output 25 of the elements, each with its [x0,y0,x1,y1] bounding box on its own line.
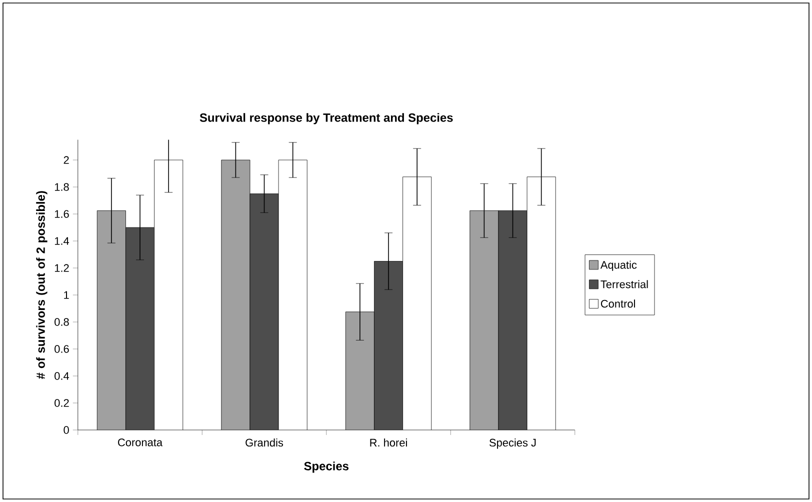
y-tick-label: 0.4 [54,372,70,380]
y-tick-label: 0.6 [54,345,69,353]
legend-label: Terrestrial [600,280,648,288]
y-tick-label: 0.2 [54,399,69,407]
bar [470,210,499,430]
x-tick-label: Grandis [246,438,284,447]
x-tick-label: R. horei [370,438,407,447]
legend-label: Control [600,300,636,308]
bar [346,312,374,430]
legend-label: Aquatic [600,260,637,271]
y-tick-label: 0 [64,426,69,434]
x-tick-label: Coronata [118,438,163,446]
y-tick-label: 1.6 [54,210,69,218]
y-tick-label: 1.2 [54,264,69,272]
x-tick-label: Species J [490,438,536,449]
bar [97,210,126,430]
y-tick-label: 2 [64,156,69,164]
y-tick-label: 0.8 [54,318,69,326]
x-axis-title: Species [304,462,348,473]
y-axis-title: # of survivors (out of 2 possible) [36,191,48,379]
y-tick-label: 1 [64,291,69,299]
chart-title: Survival response by Treatment and Species [200,113,453,124]
bar [221,160,250,430]
y-tick-label: 1.4 [54,237,70,245]
y-tick-label: 1.8 [54,183,69,191]
